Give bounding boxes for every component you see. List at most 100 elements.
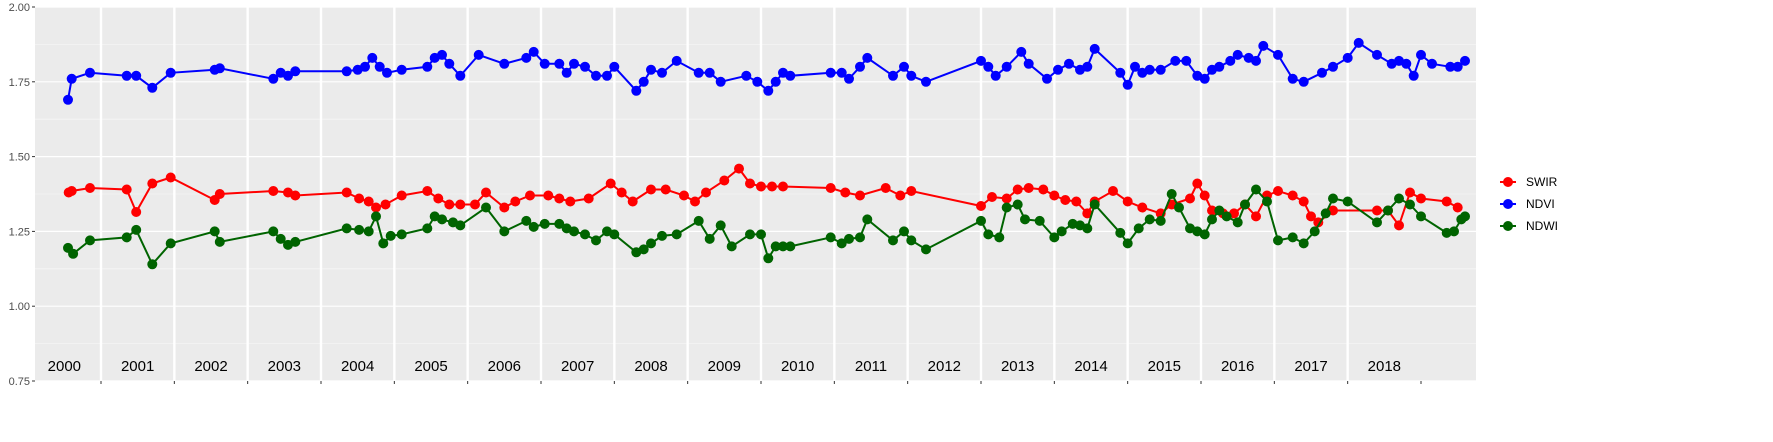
data-point <box>290 190 301 201</box>
data-point <box>1038 184 1049 195</box>
data-point <box>539 218 550 229</box>
year-label: 2008 <box>634 358 667 375</box>
data-point <box>1232 217 1243 228</box>
data-point <box>631 85 642 96</box>
data-point <box>862 52 873 63</box>
data-point <box>836 67 847 78</box>
data-point <box>1001 193 1012 204</box>
data-point <box>499 58 510 69</box>
data-point <box>580 61 590 72</box>
data-point <box>1133 223 1144 234</box>
data-point <box>1405 187 1415 198</box>
data-point <box>1416 49 1426 60</box>
data-point <box>1251 184 1261 195</box>
data-point <box>704 67 715 78</box>
data-point <box>1122 196 1133 207</box>
data-point <box>990 70 1001 81</box>
data-point <box>785 70 796 81</box>
year-label: 2009 <box>708 358 741 375</box>
data-point <box>660 184 671 195</box>
data-point <box>1262 196 1272 207</box>
data-point <box>1137 202 1148 213</box>
data-point <box>131 70 142 81</box>
data-point <box>1108 186 1118 196</box>
y-tick-label: 2.00 <box>9 2 30 14</box>
data-point <box>921 76 931 87</box>
data-point <box>165 67 176 78</box>
data-point <box>1155 64 1166 75</box>
data-point <box>693 215 704 226</box>
data-point <box>899 226 909 237</box>
data-point <box>1416 211 1426 222</box>
x-axis <box>100 381 1422 384</box>
data-point <box>1273 235 1283 246</box>
data-point <box>1342 196 1353 207</box>
data-point <box>1452 202 1463 213</box>
data-point <box>569 226 579 237</box>
data-point <box>1016 46 1027 57</box>
data-point <box>1298 196 1309 207</box>
data-point <box>715 220 726 231</box>
data-point <box>455 70 466 81</box>
data-point <box>363 196 374 207</box>
data-point <box>1452 61 1463 72</box>
data-point <box>785 241 796 252</box>
data-point <box>609 61 620 72</box>
data-point <box>374 61 385 72</box>
data-point <box>569 58 579 69</box>
series-group <box>63 37 1470 270</box>
legend-label: NDWI <box>1526 219 1558 233</box>
legend-label: NDVI <box>1526 197 1555 211</box>
data-point <box>121 232 132 243</box>
data-point <box>745 178 755 189</box>
data-point <box>862 214 873 225</box>
data-point <box>85 235 95 246</box>
data-point <box>275 233 286 244</box>
data-point <box>855 232 865 243</box>
data-point <box>906 70 917 81</box>
data-point <box>844 73 854 84</box>
data-point <box>1155 215 1166 226</box>
data-point <box>1258 40 1269 51</box>
data-point <box>121 70 132 81</box>
data-point <box>444 58 455 69</box>
data-point <box>481 187 491 198</box>
data-point <box>528 221 539 232</box>
year-label: 2006 <box>488 358 521 375</box>
data-point <box>609 229 620 240</box>
data-point <box>693 67 704 78</box>
y-tick-label: 0.75 <box>9 376 30 388</box>
data-point <box>68 248 79 259</box>
data-point <box>1441 196 1452 207</box>
data-point <box>165 172 176 183</box>
data-point <box>888 235 898 246</box>
data-point <box>131 224 142 235</box>
data-point <box>521 215 532 226</box>
data-point <box>1251 55 1261 66</box>
data-point <box>1317 67 1327 78</box>
data-point <box>1082 223 1093 234</box>
data-point <box>382 67 392 78</box>
data-point <box>1166 189 1177 199</box>
data-point <box>976 215 986 226</box>
data-point <box>147 82 158 93</box>
data-point <box>470 199 480 210</box>
data-point <box>1427 58 1437 69</box>
year-label: 2013 <box>1001 358 1034 375</box>
data-point <box>147 178 158 189</box>
series-ndwi <box>63 184 1470 270</box>
data-point <box>367 52 378 63</box>
data-point <box>1170 55 1181 66</box>
data-point <box>1372 205 1382 216</box>
data-point <box>396 64 407 75</box>
data-point <box>591 70 601 81</box>
data-point <box>646 64 656 75</box>
data-point <box>899 61 909 72</box>
data-point <box>638 244 649 255</box>
legend-key-point <box>1503 221 1513 231</box>
data-point <box>1328 193 1338 204</box>
series-ndvi <box>63 37 1470 105</box>
data-point <box>1383 205 1393 216</box>
data-point <box>752 76 763 87</box>
